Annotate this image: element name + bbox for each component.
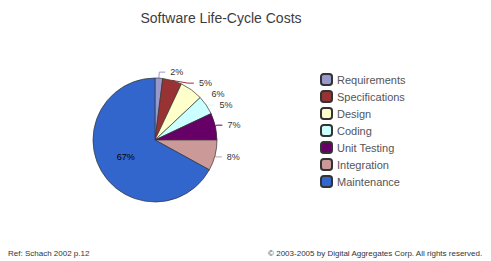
svg-text:2%: 2% (170, 67, 183, 77)
svg-text:Software Life-Cycle Costs: Software Life-Cycle Costs (140, 10, 301, 26)
svg-text:Coding: Coding (337, 125, 372, 137)
svg-text:5%: 5% (220, 100, 233, 110)
svg-text:© 2003-2005 by Digital Aggrega: © 2003-2005 by Digital Aggregates Corp. … (268, 249, 482, 258)
svg-text:Integration: Integration (337, 159, 389, 171)
svg-text:67%: 67% (117, 152, 135, 162)
svg-text:8%: 8% (227, 152, 240, 162)
svg-text:Ref: Schach 2002 p.12: Ref: Schach 2002 p.12 (8, 249, 90, 258)
svg-text:Design: Design (337, 108, 371, 120)
svg-text:7%: 7% (227, 120, 240, 130)
svg-text:Maintenance: Maintenance (337, 176, 400, 188)
svg-text:Requirements: Requirements (337, 74, 406, 86)
svg-text:5%: 5% (199, 78, 212, 88)
svg-text:6%: 6% (212, 89, 225, 99)
svg-text:Specifications: Specifications (337, 91, 405, 103)
svg-text:Unit Testing: Unit Testing (337, 142, 394, 154)
